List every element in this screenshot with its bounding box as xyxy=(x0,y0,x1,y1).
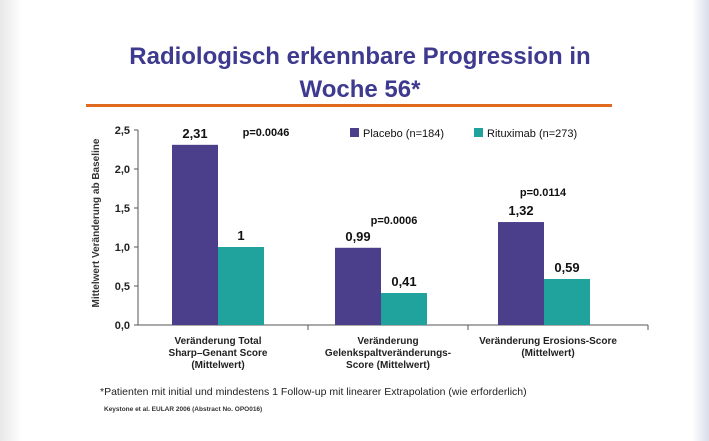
y-tick-label: 1,5 xyxy=(115,203,130,215)
data-label: 0,99 xyxy=(345,229,370,244)
bar-rituximab xyxy=(218,247,264,325)
bar-rituximab xyxy=(544,278,590,325)
legend-swatch xyxy=(350,128,359,137)
p-value-annotation: p=0.0114 xyxy=(520,187,567,199)
x-category-label: Score (Mittelwert) xyxy=(346,360,430,371)
footnote: *Patienten mit initial und mindestens 1 … xyxy=(100,386,527,398)
data-label: 0,41 xyxy=(391,274,416,289)
x-category-label: Veränderung xyxy=(357,336,418,347)
slide-edge-left xyxy=(0,0,22,441)
source-citation: Keystone et al. EULAR 2006 (Abstract No.… xyxy=(104,406,263,413)
bar-placebo xyxy=(498,222,544,325)
chart-title: Radiologisch erkennbare Progression in W… xyxy=(60,40,660,106)
y-tick-label: 0,5 xyxy=(115,281,130,293)
y-tick-label: 2,0 xyxy=(115,164,130,176)
p-value-annotation: p=0.0046 xyxy=(243,127,290,139)
x-category-label: Sharp–Genant Score xyxy=(169,348,268,359)
bar-placebo xyxy=(335,247,381,325)
x-category-label: Gelenkspaltveränderungs- xyxy=(325,348,451,359)
y-tick-label: 1,0 xyxy=(115,242,130,254)
bar-rituximab xyxy=(381,293,427,325)
slide-edge-right xyxy=(692,0,709,441)
data-label: 1,32 xyxy=(508,203,533,218)
data-label: 1 xyxy=(237,228,244,243)
data-label: 0,59 xyxy=(554,260,579,275)
bar-placebo xyxy=(172,144,218,325)
legend-label: Placebo (n=184) xyxy=(363,128,444,140)
data-label: 2,31 xyxy=(182,126,207,141)
title-line-2: Woche 56* xyxy=(299,76,421,103)
x-category-label: Veränderung Erosions-Score xyxy=(479,336,617,347)
x-category-label: Veränderung Total xyxy=(174,336,261,347)
title-underline xyxy=(86,104,612,107)
x-category-label: (Mittelwert) xyxy=(521,348,574,359)
x-category-label: (Mittelwert) xyxy=(191,360,244,371)
y-tick-label: 2,5 xyxy=(115,125,130,137)
legend-label: Rituximab (n=273) xyxy=(487,128,577,140)
title-line-1: Radiologisch erkennbare Progression in xyxy=(129,43,591,70)
p-value-annotation: p=0.0006 xyxy=(371,215,418,227)
y-tick-label: 0,0 xyxy=(115,320,130,332)
legend-swatch xyxy=(474,128,483,137)
